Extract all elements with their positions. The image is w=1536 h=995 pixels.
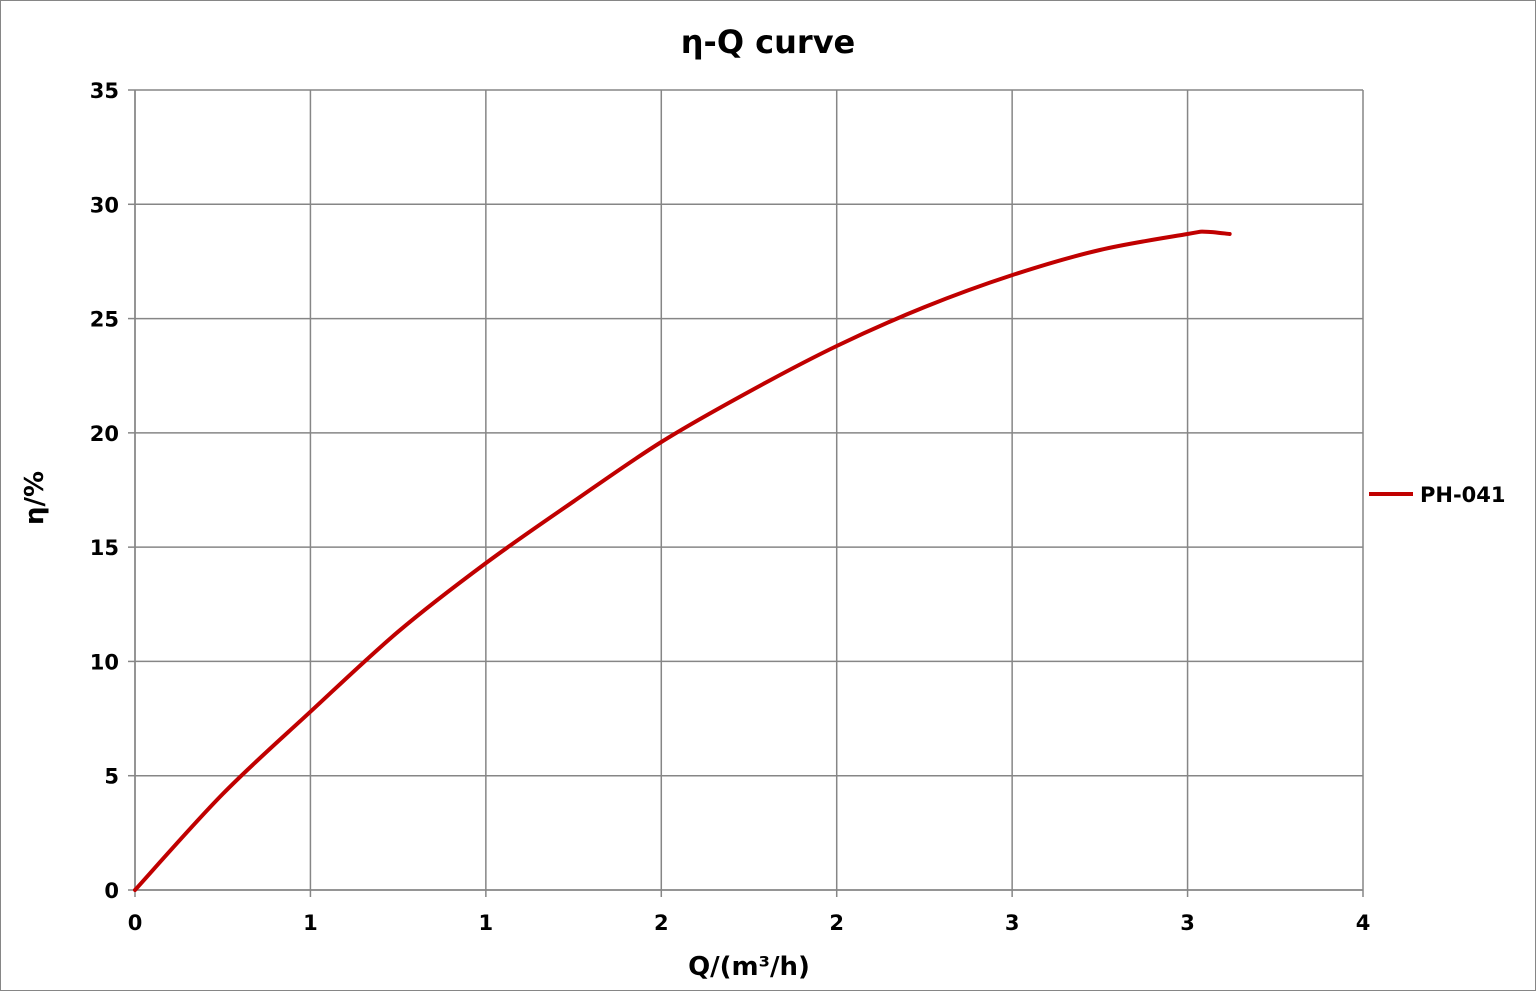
y-tick-label-6: 30 <box>90 193 119 217</box>
series-layer <box>133 229 1232 892</box>
x-tick-label-4: 2 <box>829 911 844 935</box>
x-tick-label-5: 3 <box>1005 911 1020 935</box>
y-tick-label-5: 25 <box>90 308 119 332</box>
y-tick-label-4: 20 <box>90 422 119 446</box>
y-tick-label-0: 0 <box>104 879 119 903</box>
axes: 0 5 10 15 20 25 30 35 0 1 1 2 2 3 3 4 <box>90 79 1371 935</box>
x-axis-title: Q/(m³/h) <box>688 952 810 982</box>
x-tick-label-0: 0 <box>128 911 143 935</box>
y-tick-label-7: 35 <box>90 79 119 103</box>
x-tick-label-1: 1 <box>303 911 318 935</box>
legend: PH-041 <box>1369 483 1506 507</box>
gridlines <box>134 89 1364 891</box>
chart-title: η-Q curve <box>681 23 856 61</box>
series-line-ph-041 <box>133 229 1232 892</box>
x-tick-label-2: 1 <box>479 911 494 935</box>
x-tick-label-3: 2 <box>654 911 669 935</box>
legend-label-ph-041: PH-041 <box>1420 483 1506 507</box>
y-tick-label-1: 5 <box>104 765 119 789</box>
y-tick-label-3: 15 <box>90 536 119 560</box>
y-axis-title: η/% <box>20 471 50 525</box>
y-tick-label-2: 10 <box>90 650 119 674</box>
x-tick-label-6: 3 <box>1180 911 1195 935</box>
x-tick-label-7: 4 <box>1356 911 1371 935</box>
